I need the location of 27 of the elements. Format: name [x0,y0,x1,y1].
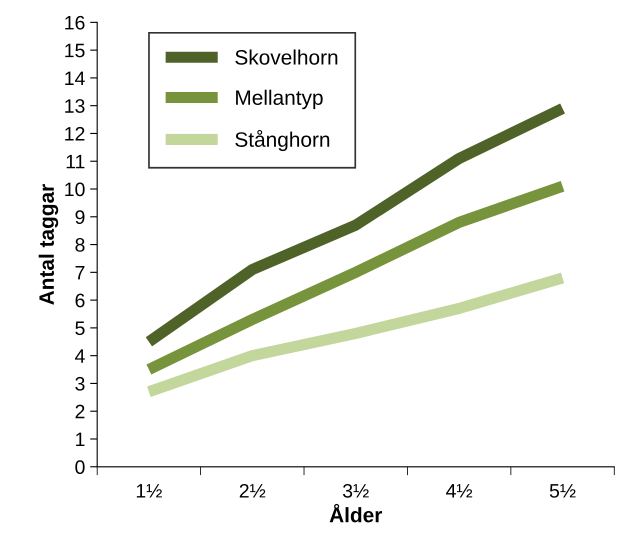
y-axis-title: Antal taggar [38,184,58,305]
x-tick-label: 3½ [342,484,369,498]
y-tick-label: 5 [75,322,85,336]
legend-label: Mellantyp [236,90,323,110]
y-tick-label: 9 [75,210,84,224]
y-tick-label: 7 [76,266,84,280]
x-tick-label: 2½ [240,484,266,498]
y-tick-label: 6 [76,294,85,308]
y-tick-label: 15 [65,44,85,58]
y-tick-label: 10 [65,182,85,196]
y-tick-label: 11 [66,154,84,168]
y-tick-label: 2 [76,404,84,418]
x-tick-label: 4½ [446,484,472,498]
x-tick-label: 1½ [136,484,162,498]
y-tick-label: 3 [75,376,85,391]
legend-label: Skovelhorn [235,49,338,65]
y-tick-label: 8 [75,238,85,252]
legend-label: Stånghorn [235,130,330,152]
y-tick-label: 13 [65,99,85,113]
y-tick-label: 0 [75,460,85,474]
y-tick-label: 12 [65,126,84,141]
x-tick-label: 5½ [550,484,576,498]
y-tick-label: 4 [75,349,85,363]
y-tick-label: 14 [65,72,85,85]
x-axis-title: Ålder [330,504,382,522]
y-tick-label: 16 [65,16,85,30]
y-tick-label: 1 [76,432,84,446]
